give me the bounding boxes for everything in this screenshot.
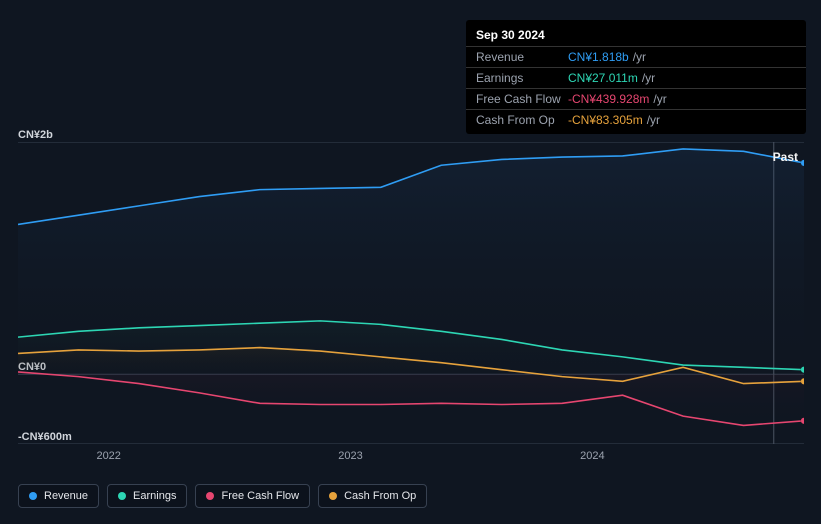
legend-item[interactable]: Revenue (18, 484, 99, 508)
legend-item[interactable]: Cash From Op (318, 484, 427, 508)
tooltip-row-label: Cash From Op (476, 113, 568, 127)
chart-legend: Revenue Earnings Free Cash Flow Cash From O… (18, 484, 427, 508)
data-tooltip: Sep 30 2024 RevenueCN¥1.818b/yrEarningsC… (466, 20, 806, 134)
chart-svg (18, 142, 804, 444)
tooltip-row-suffix: /yr (653, 92, 666, 106)
tooltip-row-suffix: /yr (647, 113, 660, 127)
tooltip-row-suffix: /yr (633, 50, 646, 64)
past-label: Past (773, 150, 798, 164)
chart-area: CN¥2bCN¥0-CN¥600m Past (18, 128, 804, 444)
y-axis-label: CN¥2b (18, 129, 53, 141)
x-axis-label: 2024 (580, 450, 604, 462)
tooltip-row-suffix: /yr (642, 71, 655, 85)
tooltip-row-label: Revenue (476, 50, 568, 64)
tooltip-row-value: -CN¥83.305m (568, 113, 643, 127)
tooltip-row: RevenueCN¥1.818b/yr (466, 46, 806, 67)
legend-item[interactable]: Free Cash Flow (195, 484, 310, 508)
legend-dot-icon (29, 492, 37, 500)
tooltip-row: Cash From Op-CN¥83.305m/yr (466, 109, 806, 130)
tooltip-row-label: Free Cash Flow (476, 92, 568, 106)
x-axis-labels: 2022 2023 2024 (18, 450, 804, 468)
tooltip-row: Free Cash Flow-CN¥439.928m/yr (466, 88, 806, 109)
legend-label: Revenue (44, 490, 88, 502)
tooltip-row-value: CN¥1.818b (568, 50, 629, 64)
x-axis-label: 2023 (338, 450, 362, 462)
legend-item[interactable]: Earnings (107, 484, 187, 508)
legend-dot-icon (118, 492, 126, 500)
tooltip-row-label: Earnings (476, 71, 568, 85)
legend-label: Earnings (133, 490, 176, 502)
legend-dot-icon (206, 492, 214, 500)
tooltip-date: Sep 30 2024 (466, 24, 806, 46)
legend-dot-icon (329, 492, 337, 500)
legend-label: Free Cash Flow (221, 490, 299, 502)
tooltip-row: EarningsCN¥27.011m/yr (466, 67, 806, 88)
tooltip-row-value: CN¥27.011m (568, 71, 638, 85)
x-axis-label: 2022 (96, 450, 120, 462)
chart-container: Sep 30 2024 RevenueCN¥1.818b/yrEarningsC… (0, 0, 821, 524)
tooltip-row-value: -CN¥439.928m (568, 92, 649, 106)
legend-label: Cash From Op (344, 490, 416, 502)
